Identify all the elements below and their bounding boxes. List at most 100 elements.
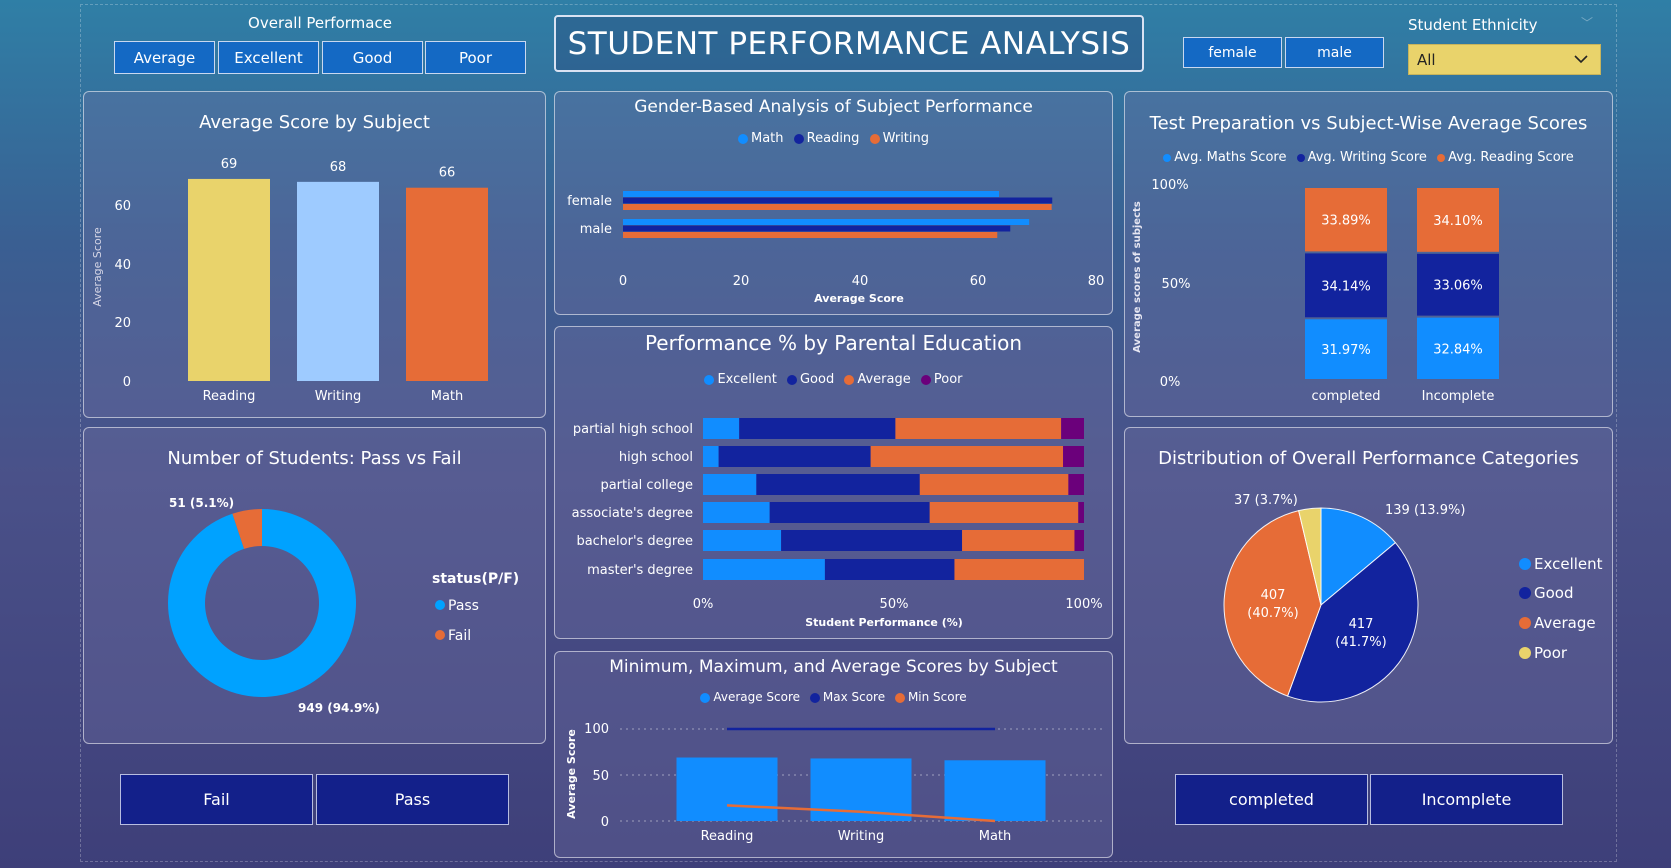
legend-dot-good <box>1519 587 1531 599</box>
legend-item-math: Math <box>737 131 784 146</box>
legend-label: Min Score <box>907 690 967 704</box>
avg-score-bar-writing <box>297 181 379 381</box>
completed-filter-button[interactable]: completed <box>1175 774 1368 825</box>
legend-item-writing: Writing <box>869 131 929 146</box>
pie-label-average-count: 407 <box>1261 588 1286 603</box>
gender-panel: Gender-Based Analysis of Subject Perform… <box>554 91 1113 315</box>
legend-label: Poor <box>933 372 963 387</box>
parental-segment-3 <box>1068 474 1084 495</box>
prep-segment-incomplete-1 <box>1417 253 1499 316</box>
parental-segment-3 <box>1074 530 1084 551</box>
parental-segment-1 <box>718 446 871 467</box>
avg-score-ytick-3: 60 <box>114 199 131 214</box>
legend-label: Avg. Reading Score <box>1448 150 1574 165</box>
legend-dot-excellent <box>1519 558 1531 570</box>
avg-score-ytick-2: 40 <box>114 258 131 273</box>
min-max-ytick: 50 <box>592 769 609 784</box>
avg-score-bar-math <box>406 187 488 381</box>
parental-segment-1 <box>824 559 955 580</box>
gender-xtick: 60 <box>970 274 987 289</box>
parental-segment-1 <box>781 530 963 551</box>
pie-label-good-count: 417 <box>1349 617 1374 632</box>
legend-item-reading: Reading <box>793 131 859 146</box>
distribution-chart: 139 (13.9%) 417 (41.7%) 407 (40.7%) 37 (… <box>1223 493 1603 703</box>
parental-segment-0 <box>703 446 719 467</box>
slicer-option-poor[interactable]: Poor <box>425 41 526 74</box>
parental-segment-2 <box>929 502 1079 523</box>
pie-slice-poor <box>1298 507 1322 606</box>
parental-segment-2 <box>919 474 1069 495</box>
parental-segment-3 <box>1061 418 1084 439</box>
legend-dot <box>786 374 797 385</box>
parental-segment-0 <box>703 418 740 439</box>
incomplete-filter-button[interactable]: Incomplete <box>1370 774 1563 825</box>
avg-score-bar-math <box>944 760 1046 821</box>
test-prep-category-label: completed <box>1312 389 1381 404</box>
avg-score-category-label: Reading <box>203 389 256 404</box>
chevron-down-icon <box>1572 50 1590 72</box>
legend-label-fail: Fail <box>448 628 471 644</box>
prep-segment-incomplete-2 <box>1417 188 1499 252</box>
parental-segment-1 <box>756 474 920 495</box>
slicer-option-excellent[interactable]: Excellent <box>218 41 319 74</box>
gender-title: Gender-Based Analysis of Subject Perform… <box>634 97 1033 117</box>
fail-filter-button[interactable]: Fail <box>120 774 313 825</box>
legend-dot <box>1437 153 1446 162</box>
prep-segment-incomplete-0 <box>1417 317 1499 379</box>
test-prep-y-axis-label: Average scores of subjects <box>1132 201 1143 353</box>
legend-label-poor: Poor <box>1534 644 1568 662</box>
gender-bar-female-math <box>623 191 1000 197</box>
ethnicity-dropdown[interactable]: All <box>1408 44 1601 75</box>
prep-segment-label: 33.06% <box>1433 279 1483 294</box>
avg-score-bar-reading <box>676 757 778 821</box>
min-score-line <box>726 804 996 823</box>
slicer-option-average[interactable]: Average <box>114 41 215 74</box>
clear-selection-icon[interactable]: ﹀ <box>1581 16 1594 30</box>
pass-fail-title: Number of Students: Pass vs Fail <box>167 448 462 469</box>
gender-bar-male-reading <box>623 225 1011 232</box>
avg-score-ytick-0: 0 <box>123 375 131 390</box>
slicer-option-good[interactable]: Good <box>322 41 423 74</box>
ethnicity-dropdown-value: All <box>1417 50 1436 69</box>
page-title: STUDENT PERFORMANCE ANALYSIS <box>554 15 1144 72</box>
test-prep-panel: Test Preparation vs Subject-Wise Average… <box>1124 91 1613 417</box>
avg-score-y-axis-label: Average Score <box>91 227 104 307</box>
legend-dot <box>737 133 748 144</box>
gender-legend: Math Reading Writing <box>555 131 1112 146</box>
gender-xtick: 80 <box>1088 274 1105 289</box>
pass-fail-label-pass: 949 (94.9%) <box>298 701 380 715</box>
parental-segment-1 <box>739 418 896 439</box>
legend-label: Excellent <box>717 372 777 387</box>
legend-dot-pass <box>435 600 445 610</box>
parental-xtick: 0% <box>693 597 714 612</box>
avg-score-title: Average Score by Subject <box>199 112 430 133</box>
legend-item-average: Average <box>844 372 911 387</box>
legend-label-pass: Pass <box>448 598 479 614</box>
min-max-ytick: 100 <box>584 722 609 737</box>
distribution-panel: Distribution of Overall Performance Cate… <box>1124 427 1613 744</box>
donut-slice-fail <box>232 509 262 549</box>
parental-xtick: 50% <box>880 597 909 612</box>
min-max-avg-panel: Minimum, Maximum, and Average Scores by … <box>554 651 1113 858</box>
legend-item-writing: Avg. Writing Score <box>1296 150 1427 165</box>
pie-slice-good <box>1286 541 1419 703</box>
legend-dot <box>793 133 804 144</box>
parental-segment-2 <box>895 418 1062 439</box>
parental-segment-0 <box>703 530 782 551</box>
parental-segment-2 <box>962 530 1075 551</box>
parental-education-title: Performance % by Parental Education <box>644 331 1023 355</box>
legend-label: Math <box>750 131 784 146</box>
pie-label-excellent: 139 (13.9%) <box>1385 503 1465 518</box>
legend-dot <box>809 692 820 703</box>
pass-filter-button[interactable]: Pass <box>316 774 509 825</box>
gender-option-male[interactable]: male <box>1285 37 1384 68</box>
min-max-category-label: Writing <box>838 829 884 844</box>
avg-score-value-label: 66 <box>439 166 456 181</box>
test-prep-legend: Avg. Maths Score Avg. Writing Score Avg.… <box>1125 150 1612 165</box>
pie-label-poor: 37 (3.7%) <box>1234 493 1298 508</box>
legend-label: Avg. Writing Score <box>1307 150 1427 165</box>
legend-dot-average <box>1519 617 1531 629</box>
legend-dot <box>704 374 715 385</box>
pie-slice-excellent <box>1320 507 1397 607</box>
gender-option-female[interactable]: female <box>1183 37 1282 68</box>
